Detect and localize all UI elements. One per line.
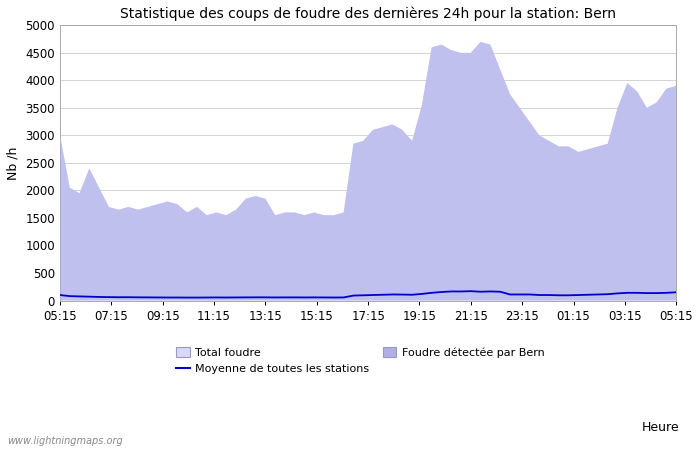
Y-axis label: Nb /h: Nb /h — [7, 146, 20, 180]
Title: Statistique des coups de foudre des dernières 24h pour la station: Bern: Statistique des coups de foudre des dern… — [120, 7, 616, 22]
Text: Heure: Heure — [641, 421, 679, 434]
Text: www.lightningmaps.org: www.lightningmaps.org — [7, 436, 122, 446]
Legend: Total foudre, Moyenne de toutes les stations, Foudre détectée par Bern: Total foudre, Moyenne de toutes les stat… — [176, 347, 545, 374]
